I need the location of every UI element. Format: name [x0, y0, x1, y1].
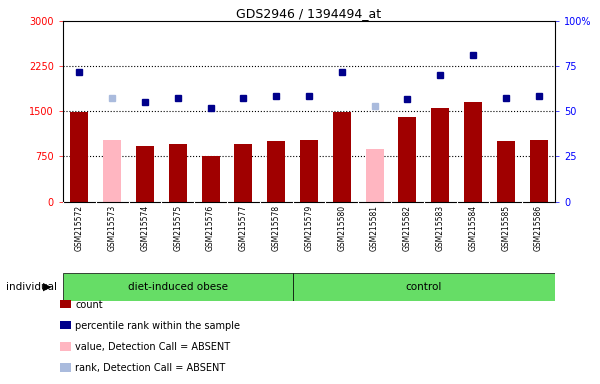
Text: individual: individual — [6, 282, 57, 292]
Bar — [497, 141, 515, 202]
Text: GSM215581: GSM215581 — [370, 205, 379, 251]
Bar — [202, 156, 220, 202]
Text: GSM215586: GSM215586 — [534, 205, 543, 251]
Text: GSM215572: GSM215572 — [75, 205, 84, 251]
Text: value, Detection Call = ABSENT: value, Detection Call = ABSENT — [75, 342, 230, 352]
Text: control: control — [406, 282, 442, 292]
Text: GSM215578: GSM215578 — [272, 205, 281, 251]
Bar — [365, 149, 383, 202]
Text: GSM215582: GSM215582 — [403, 205, 412, 251]
Text: count: count — [75, 300, 103, 310]
Text: GSM215577: GSM215577 — [239, 205, 248, 252]
Bar — [293, 273, 555, 301]
Bar — [267, 141, 285, 202]
Bar — [70, 112, 88, 202]
Bar — [464, 102, 482, 202]
Text: GSM215584: GSM215584 — [469, 205, 478, 251]
Bar — [431, 108, 449, 202]
Title: GDS2946 / 1394494_at: GDS2946 / 1394494_at — [236, 7, 382, 20]
Text: GSM215573: GSM215573 — [108, 205, 116, 252]
Bar — [169, 144, 187, 202]
Text: diet-induced obese: diet-induced obese — [128, 282, 228, 292]
Text: GSM215585: GSM215585 — [502, 205, 510, 251]
Bar — [235, 144, 253, 202]
Bar — [103, 140, 121, 202]
Bar — [398, 118, 416, 202]
Text: rank, Detection Call = ABSENT: rank, Detection Call = ABSENT — [75, 363, 225, 373]
Text: GSM215575: GSM215575 — [173, 205, 182, 252]
Bar — [300, 140, 318, 202]
Text: ▶: ▶ — [43, 282, 51, 292]
Bar — [530, 140, 548, 202]
Text: GSM215579: GSM215579 — [305, 205, 314, 252]
Bar — [333, 112, 351, 202]
Bar — [136, 146, 154, 202]
Text: GSM215576: GSM215576 — [206, 205, 215, 252]
Text: GSM215583: GSM215583 — [436, 205, 445, 251]
Text: GSM215574: GSM215574 — [140, 205, 149, 252]
Text: percentile rank within the sample: percentile rank within the sample — [75, 321, 240, 331]
Text: GSM215580: GSM215580 — [337, 205, 346, 251]
Bar — [63, 273, 293, 301]
